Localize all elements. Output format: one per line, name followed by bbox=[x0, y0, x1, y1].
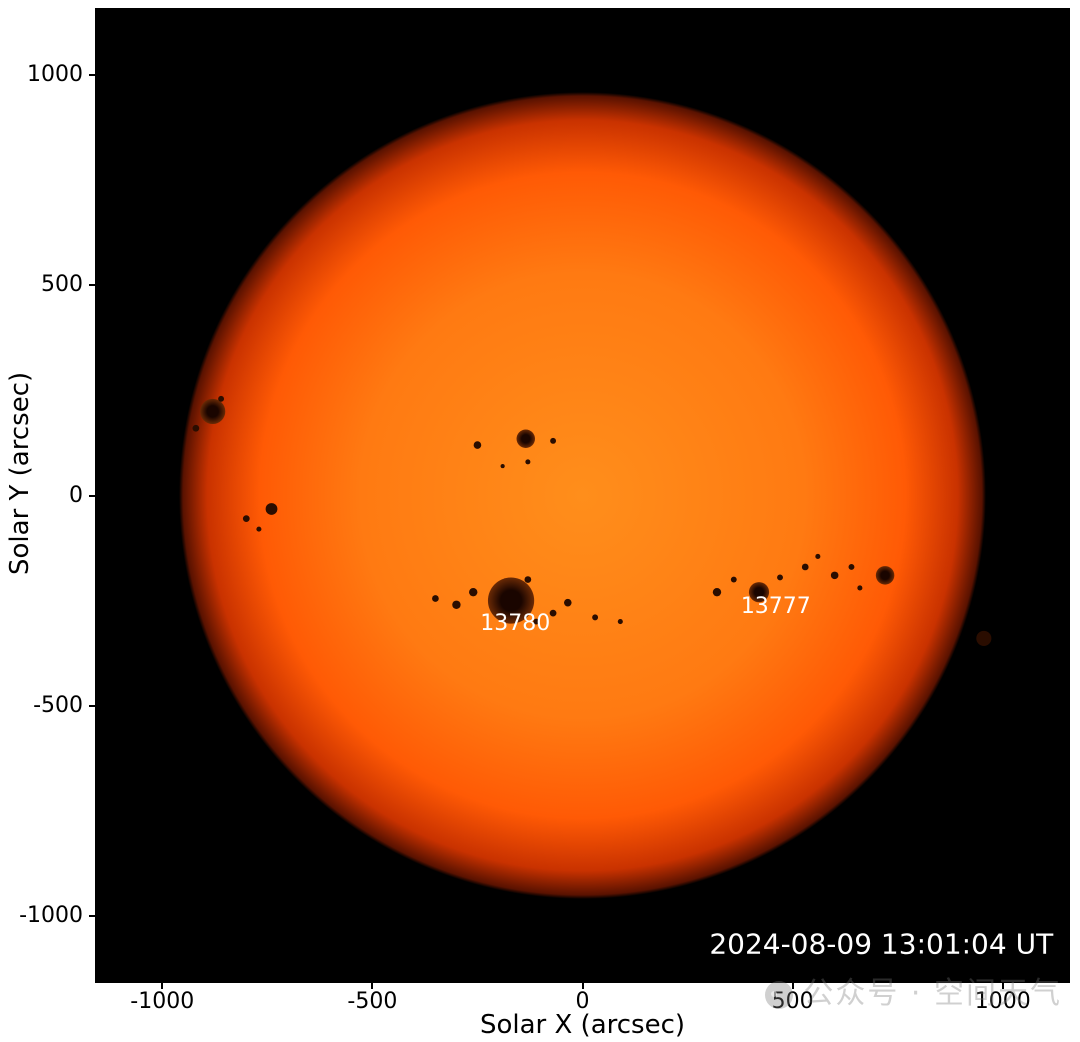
sunspot-label: 13780 bbox=[480, 611, 550, 636]
sunspot-minor bbox=[831, 572, 839, 580]
sunspot-minor bbox=[618, 619, 623, 624]
y-axis-label: Solar Y (arcsec) bbox=[5, 415, 35, 575]
x-axis-label: Solar X (arcsec) bbox=[95, 1010, 1070, 1040]
sunspot-minor bbox=[731, 577, 737, 583]
sunspot-major bbox=[876, 566, 894, 584]
sunspot-minor bbox=[469, 588, 477, 596]
y-tick: 0 bbox=[69, 483, 83, 508]
x-tick: -1000 bbox=[122, 989, 202, 1014]
sunspot-minor bbox=[256, 527, 261, 532]
sunspot-minor bbox=[193, 425, 200, 432]
sunspot-minor bbox=[525, 576, 532, 583]
y-tick: 500 bbox=[41, 272, 83, 297]
y-tick: -500 bbox=[33, 693, 83, 718]
x-tick: 0 bbox=[543, 989, 623, 1014]
wechat-icon bbox=[765, 981, 793, 1009]
sunspot-minor bbox=[849, 564, 855, 570]
sunspot-major bbox=[200, 399, 225, 424]
x-tick: -500 bbox=[332, 989, 412, 1014]
sunspot-minor bbox=[266, 503, 278, 515]
sunspot-minor bbox=[243, 515, 250, 522]
sunspot-minor bbox=[976, 631, 991, 646]
y-tick: 1000 bbox=[27, 62, 83, 87]
sunspot-label: 13777 bbox=[741, 594, 811, 619]
sunspot-minor bbox=[815, 554, 820, 559]
sunspot-major bbox=[517, 430, 535, 448]
sunspot-minor bbox=[777, 575, 783, 581]
sunspot-minor bbox=[802, 564, 809, 571]
timestamp-text: 2024-08-09 13:01:04 UT bbox=[709, 928, 1054, 961]
watermark: 公众号 · 空间天气 bbox=[765, 968, 1062, 1012]
watermark-text: 公众号 · 空间天气 bbox=[803, 976, 1062, 1011]
sunspot-minor bbox=[713, 588, 721, 596]
sunspot-minor bbox=[564, 599, 572, 607]
figure-root: Solar Y (arcsec) Solar X (arcsec) -1000 -… bbox=[0, 0, 1080, 1042]
sunspot-minor bbox=[501, 464, 505, 468]
solar-image-svg: 13780 13777 2024-08-09 13:01:04 UT bbox=[95, 8, 1070, 983]
sunspot-minor bbox=[592, 614, 598, 620]
sunspot-minor bbox=[218, 396, 224, 402]
sun-disk bbox=[179, 92, 986, 899]
plot-area: 13780 13777 2024-08-09 13:01:04 UT bbox=[95, 8, 1070, 983]
y-tick: -1000 bbox=[19, 903, 83, 928]
sunspot-minor bbox=[550, 438, 556, 444]
sunspot-minor bbox=[525, 459, 530, 464]
sunspot-minor bbox=[432, 595, 439, 602]
sunspot-minor bbox=[474, 441, 482, 449]
sunspot-minor bbox=[452, 601, 460, 609]
sunspot-minor bbox=[857, 585, 862, 590]
sunspot-minor bbox=[550, 610, 557, 617]
